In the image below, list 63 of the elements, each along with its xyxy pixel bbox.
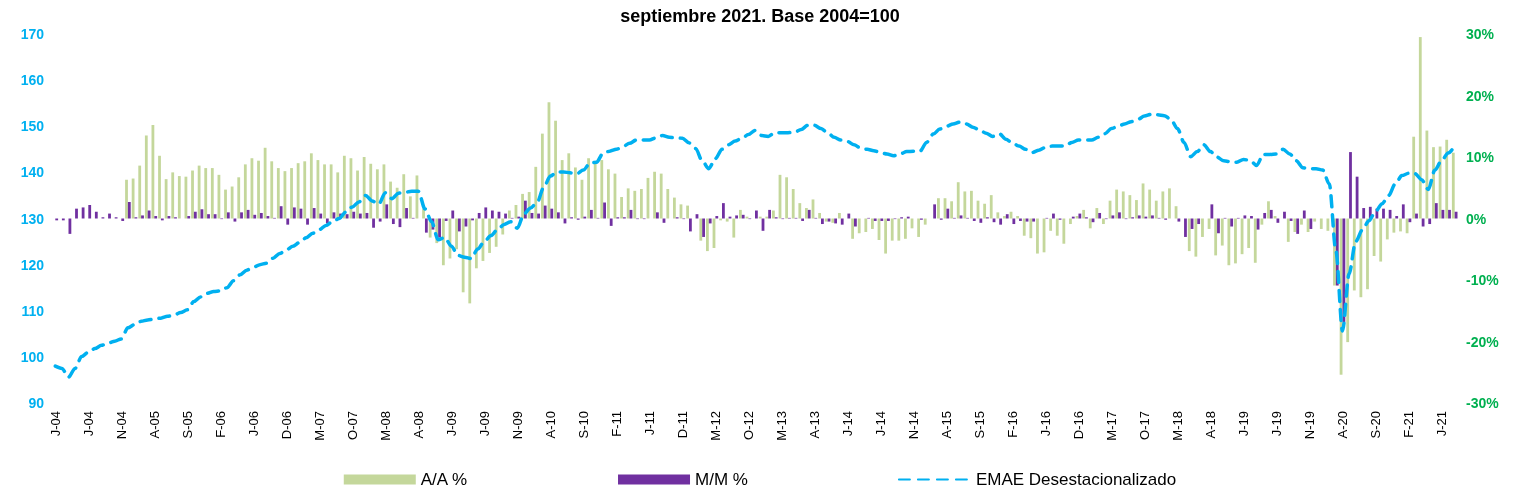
y-tick-label: 160 xyxy=(20,72,45,89)
x-tick-label: A-13 xyxy=(806,411,822,439)
x-tick-label: J-11 xyxy=(641,411,657,436)
y-tick-label: 140 xyxy=(20,164,45,181)
x-tick-label: M-07 xyxy=(311,411,327,441)
x-tick-label: S-20 xyxy=(1367,411,1383,439)
x-tick-label: N-09 xyxy=(509,411,525,440)
x-tick-label: A-10 xyxy=(542,411,558,439)
x-tick-label: O-17 xyxy=(1136,411,1152,440)
y-tick-label: 100 xyxy=(20,348,45,365)
x-tick-label: J-14 xyxy=(839,411,855,437)
x-tick-label: A-18 xyxy=(1202,411,1218,439)
x-tick-label: A-15 xyxy=(938,411,954,439)
x-tick-label: J-04 xyxy=(47,411,63,437)
legend-label: A/A % xyxy=(420,470,468,489)
x-tick-label: M-17 xyxy=(1103,411,1119,441)
x-tick-label: J-19 xyxy=(1268,411,1284,437)
x-tick-label: O-07 xyxy=(344,411,360,440)
legend-label: EMAE Desestacionalizado xyxy=(975,470,1177,489)
x-tick-label: N-19 xyxy=(1301,411,1317,440)
x-tick-label: J-09 xyxy=(476,411,492,437)
x-tick-label: J-19 xyxy=(1235,411,1251,437)
x-tick-label: F-06 xyxy=(212,411,228,438)
y-tick-label: 130 xyxy=(20,210,45,227)
y-tick-label: 170 xyxy=(20,26,45,42)
y-tick-label: 120 xyxy=(20,256,45,273)
x-tick-label: F-11 xyxy=(608,411,624,437)
x-tick-label: J-09 xyxy=(443,411,459,437)
x-tick-label: A-08 xyxy=(410,411,426,439)
y2-tick-label: 20% xyxy=(1466,87,1495,104)
y2-tick-label: -30% xyxy=(1466,395,1500,411)
x-tick-label: D-11 xyxy=(674,411,690,439)
x-tick-label: F-16 xyxy=(1004,411,1020,438)
y2-tick-label: -20% xyxy=(1466,333,1500,350)
x-tick-label: D-06 xyxy=(278,411,294,440)
y-tick-label: 150 xyxy=(20,118,45,135)
x-tick-label: N-14 xyxy=(905,411,921,440)
legend-label: M/M % xyxy=(695,470,748,489)
x-tick-label: A-05 xyxy=(146,411,162,439)
y2-tick-label: -10% xyxy=(1466,272,1500,288)
x-tick-label: J-16 xyxy=(1037,411,1053,437)
y-tick-label: 90 xyxy=(28,395,45,411)
x-tick-label: N-04 xyxy=(113,411,129,440)
x-tick-label: M-13 xyxy=(773,411,789,441)
y2-tick-label: 0% xyxy=(1466,210,1487,227)
x-tick-label: S-05 xyxy=(179,411,195,439)
x-tick-label: S-15 xyxy=(971,411,987,439)
y-tick-label: 110 xyxy=(21,302,45,319)
x-tick-label: J-21 xyxy=(1434,411,1449,437)
x-tick-label: M-08 xyxy=(377,411,393,441)
x-tick-label: M-12 xyxy=(707,411,723,441)
x-tick-label: J-04 xyxy=(80,411,96,437)
chart-title: septiembre 2021. Base 2004=100 xyxy=(620,6,900,26)
x-tick-label: J-14 xyxy=(872,411,888,437)
x-tick-label: O-12 xyxy=(740,411,756,440)
x-tick-label: A-20 xyxy=(1334,411,1350,439)
x-tick-label: S-10 xyxy=(575,411,591,439)
y2-tick-label: 30% xyxy=(1466,26,1495,42)
x-tick-label: F-21 xyxy=(1400,411,1416,438)
x-tick-label: J-06 xyxy=(245,411,261,437)
x-tick-label: M-18 xyxy=(1169,411,1185,441)
x-tick-label: D-16 xyxy=(1070,411,1086,440)
y2-tick-label: 10% xyxy=(1466,149,1495,165)
